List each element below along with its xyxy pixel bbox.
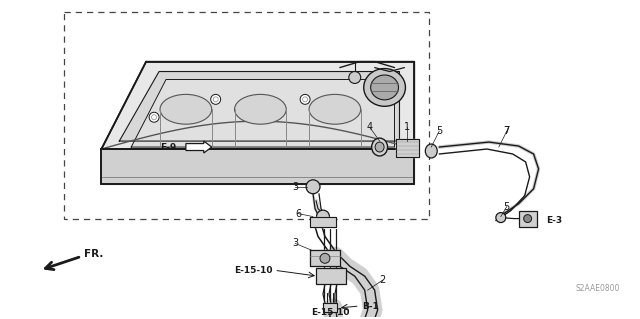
Text: 1: 1: [404, 122, 410, 132]
Text: 2: 2: [380, 275, 386, 285]
Polygon shape: [131, 79, 394, 147]
Ellipse shape: [364, 69, 406, 106]
Ellipse shape: [375, 142, 384, 152]
Text: 6: 6: [295, 209, 301, 219]
Polygon shape: [396, 139, 419, 157]
Bar: [518, 211, 536, 226]
Text: E-15-10: E-15-10: [310, 308, 349, 317]
Ellipse shape: [234, 94, 286, 124]
Ellipse shape: [309, 94, 361, 124]
Polygon shape: [323, 303, 337, 312]
Ellipse shape: [372, 138, 388, 156]
Bar: [316, 268, 346, 284]
FancyArrow shape: [186, 141, 212, 153]
Ellipse shape: [426, 144, 437, 158]
Ellipse shape: [371, 75, 399, 100]
Text: B-1: B-1: [362, 301, 379, 310]
Text: 5: 5: [436, 126, 442, 136]
Circle shape: [524, 215, 532, 223]
Text: 4: 4: [367, 122, 372, 132]
Text: E-15-10: E-15-10: [234, 266, 272, 275]
Ellipse shape: [160, 94, 212, 124]
Text: 7: 7: [504, 126, 510, 136]
Circle shape: [300, 94, 310, 104]
Text: S2AAE0800: S2AAE0800: [576, 284, 620, 293]
Circle shape: [349, 71, 361, 84]
Text: 3: 3: [292, 238, 298, 249]
Polygon shape: [310, 250, 340, 266]
Ellipse shape: [306, 180, 320, 194]
Circle shape: [149, 112, 159, 122]
Polygon shape: [101, 62, 414, 149]
Text: 3: 3: [292, 182, 298, 192]
Text: E-3: E-3: [547, 216, 563, 225]
Text: FR.: FR.: [84, 249, 103, 259]
Ellipse shape: [317, 210, 330, 223]
Bar: [63, 12, 429, 219]
Circle shape: [320, 253, 330, 263]
Ellipse shape: [496, 212, 506, 223]
Circle shape: [211, 94, 221, 104]
Polygon shape: [101, 149, 414, 184]
Polygon shape: [119, 71, 399, 141]
Text: E-9: E-9: [160, 143, 176, 152]
Text: 5: 5: [504, 202, 510, 211]
Text: 7: 7: [504, 126, 510, 136]
Polygon shape: [310, 217, 336, 226]
